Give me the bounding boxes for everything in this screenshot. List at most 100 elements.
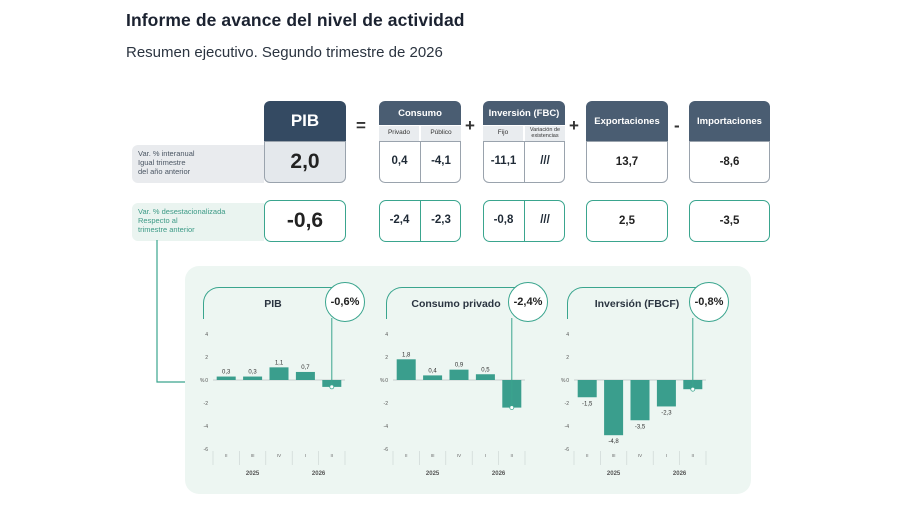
chart-title-inversion: Inversión (FBCF) <box>567 287 707 319</box>
category-label: II <box>586 453 589 458</box>
row-label-desest-line2: Respecto al <box>138 216 178 225</box>
category-label: III <box>431 453 435 458</box>
importaciones-interanual-value: -8,6 <box>689 141 770 183</box>
y-tick-label: -2 <box>384 401 389 407</box>
y-tick-label: 2 <box>385 355 388 361</box>
pib-interanual-value: 2,0 <box>264 141 346 183</box>
highlight-dot <box>509 405 515 410</box>
year-label: 2026 <box>673 471 687 477</box>
publico-desest-value: -2,3 <box>431 214 451 226</box>
y-tick-label: -4 <box>204 424 209 430</box>
bar-value-label: 1,8 <box>402 352 411 358</box>
consumo-desest-split <box>420 200 421 242</box>
y-tick-label: 2 <box>566 355 569 361</box>
year-label: 2026 <box>312 471 326 477</box>
page-subtitle: Resumen ejecutivo. Segundo trimestre de … <box>126 44 443 61</box>
category-label: III <box>612 453 616 458</box>
category-label: II <box>405 453 408 458</box>
row-label-interanual: Var. % interanual Igual trimestre del añ… <box>132 145 264 183</box>
consumo-split <box>420 141 421 183</box>
category-label: III <box>251 453 255 458</box>
bar <box>449 369 469 380</box>
page-title: Informe de avance del nivel de actividad <box>126 10 465 30</box>
year-label: 2026 <box>492 471 506 477</box>
publico-interanual-value: -4,1 <box>431 155 451 167</box>
operator-minus: - <box>674 116 680 135</box>
chart-badge-consumo: -2,4% <box>508 282 548 322</box>
y-tick-label: 4 <box>205 332 208 338</box>
category-label: II <box>331 453 334 458</box>
inversion-split <box>524 141 525 183</box>
bar-value-label: -3,5 <box>635 424 646 430</box>
chart-title-consumo: Consumo privado <box>386 287 526 319</box>
y-tick-label: -2 <box>565 401 570 407</box>
row-label-interanual-line2: Igual trimestre <box>138 158 186 167</box>
row-label-interanual-line3: del año anterior <box>138 167 191 176</box>
bar <box>656 380 676 407</box>
bar <box>630 380 650 421</box>
bar-value-label: 0,3 <box>222 370 231 376</box>
year-label: 2025 <box>426 471 440 477</box>
highlight-dot <box>690 386 696 392</box>
connector-line <box>156 240 190 384</box>
bar-value-label: -1,5 <box>582 401 593 407</box>
category-label: IV <box>457 453 461 458</box>
row-label-interanual-line1: Var. % interanual <box>138 149 195 158</box>
bar-value-label: 0,4 <box>428 368 437 374</box>
category-label: I <box>485 453 486 458</box>
importaciones-desest-value: -3,5 <box>689 200 770 242</box>
year-label: 2025 <box>246 471 260 477</box>
variacion-desest-value: /// <box>540 214 550 226</box>
y-axis-label: % <box>380 378 385 384</box>
chart-badge-pib: -0,6% <box>325 282 365 322</box>
operator-plus-2: + <box>569 116 579 135</box>
chart-badge-inversion: -0,8% <box>689 282 729 322</box>
category-label: I <box>305 453 306 458</box>
category-label: II <box>692 453 695 458</box>
fijo-interanual-value: -11,1 <box>490 155 517 167</box>
y-tick-label: 0 <box>205 378 208 384</box>
header-consumo: Consumo <box>379 101 461 125</box>
bar-value-label: 0,5 <box>481 367 490 373</box>
bar <box>216 376 236 380</box>
bar <box>577 380 597 398</box>
category-label: II <box>225 453 228 458</box>
header-pib: PIB <box>264 101 346 141</box>
privado-interanual-value: 0,4 <box>391 155 408 167</box>
category-label: I <box>666 453 667 458</box>
y-axis-label: % <box>561 378 566 384</box>
row-label-desest-line1: Var. % desestacionalizada <box>138 207 226 216</box>
bar <box>475 374 495 380</box>
subheader-fijo: Fijo <box>483 126 523 141</box>
y-tick-label: -4 <box>565 424 570 430</box>
operator-equals: = <box>356 116 366 135</box>
header-inversion: Inversión (FBC) <box>483 101 565 125</box>
bar <box>423 375 443 380</box>
bar-value-label: 0,9 <box>455 363 464 369</box>
bar-value-label: 0,3 <box>248 370 257 376</box>
inversion-desest-split <box>524 200 525 242</box>
y-tick-label: 2 <box>205 355 208 361</box>
category-label: II <box>511 453 514 458</box>
exportaciones-desest-value: 2,5 <box>586 200 668 242</box>
bar <box>396 359 416 380</box>
row-label-desestacionalizada: Var. % desestacionalizada Respecto al tr… <box>132 203 264 241</box>
variacion-interanual-value: /// <box>540 155 550 167</box>
exportaciones-interanual-value: 13,7 <box>586 141 668 183</box>
privado-desest-value: -2,4 <box>389 214 410 226</box>
header-importaciones: Importaciones <box>689 101 770 141</box>
pib-desest-value: -0,6 <box>264 200 346 242</box>
subheader-privado: Privado <box>379 126 419 141</box>
y-tick-label: -4 <box>384 424 389 430</box>
header-exportaciones: Exportaciones <box>586 101 668 141</box>
bar-value-label: -2,3 <box>661 410 672 416</box>
bar-value-label: 1,1 <box>275 360 284 366</box>
bar <box>269 367 289 380</box>
category-label: IV <box>277 453 281 458</box>
subheader-publico: Público <box>421 126 461 141</box>
row-label-desest-line3: trimestre anterior <box>138 225 195 234</box>
subheader-variacion: Variación de existencias <box>525 126 565 141</box>
bar <box>604 380 624 436</box>
